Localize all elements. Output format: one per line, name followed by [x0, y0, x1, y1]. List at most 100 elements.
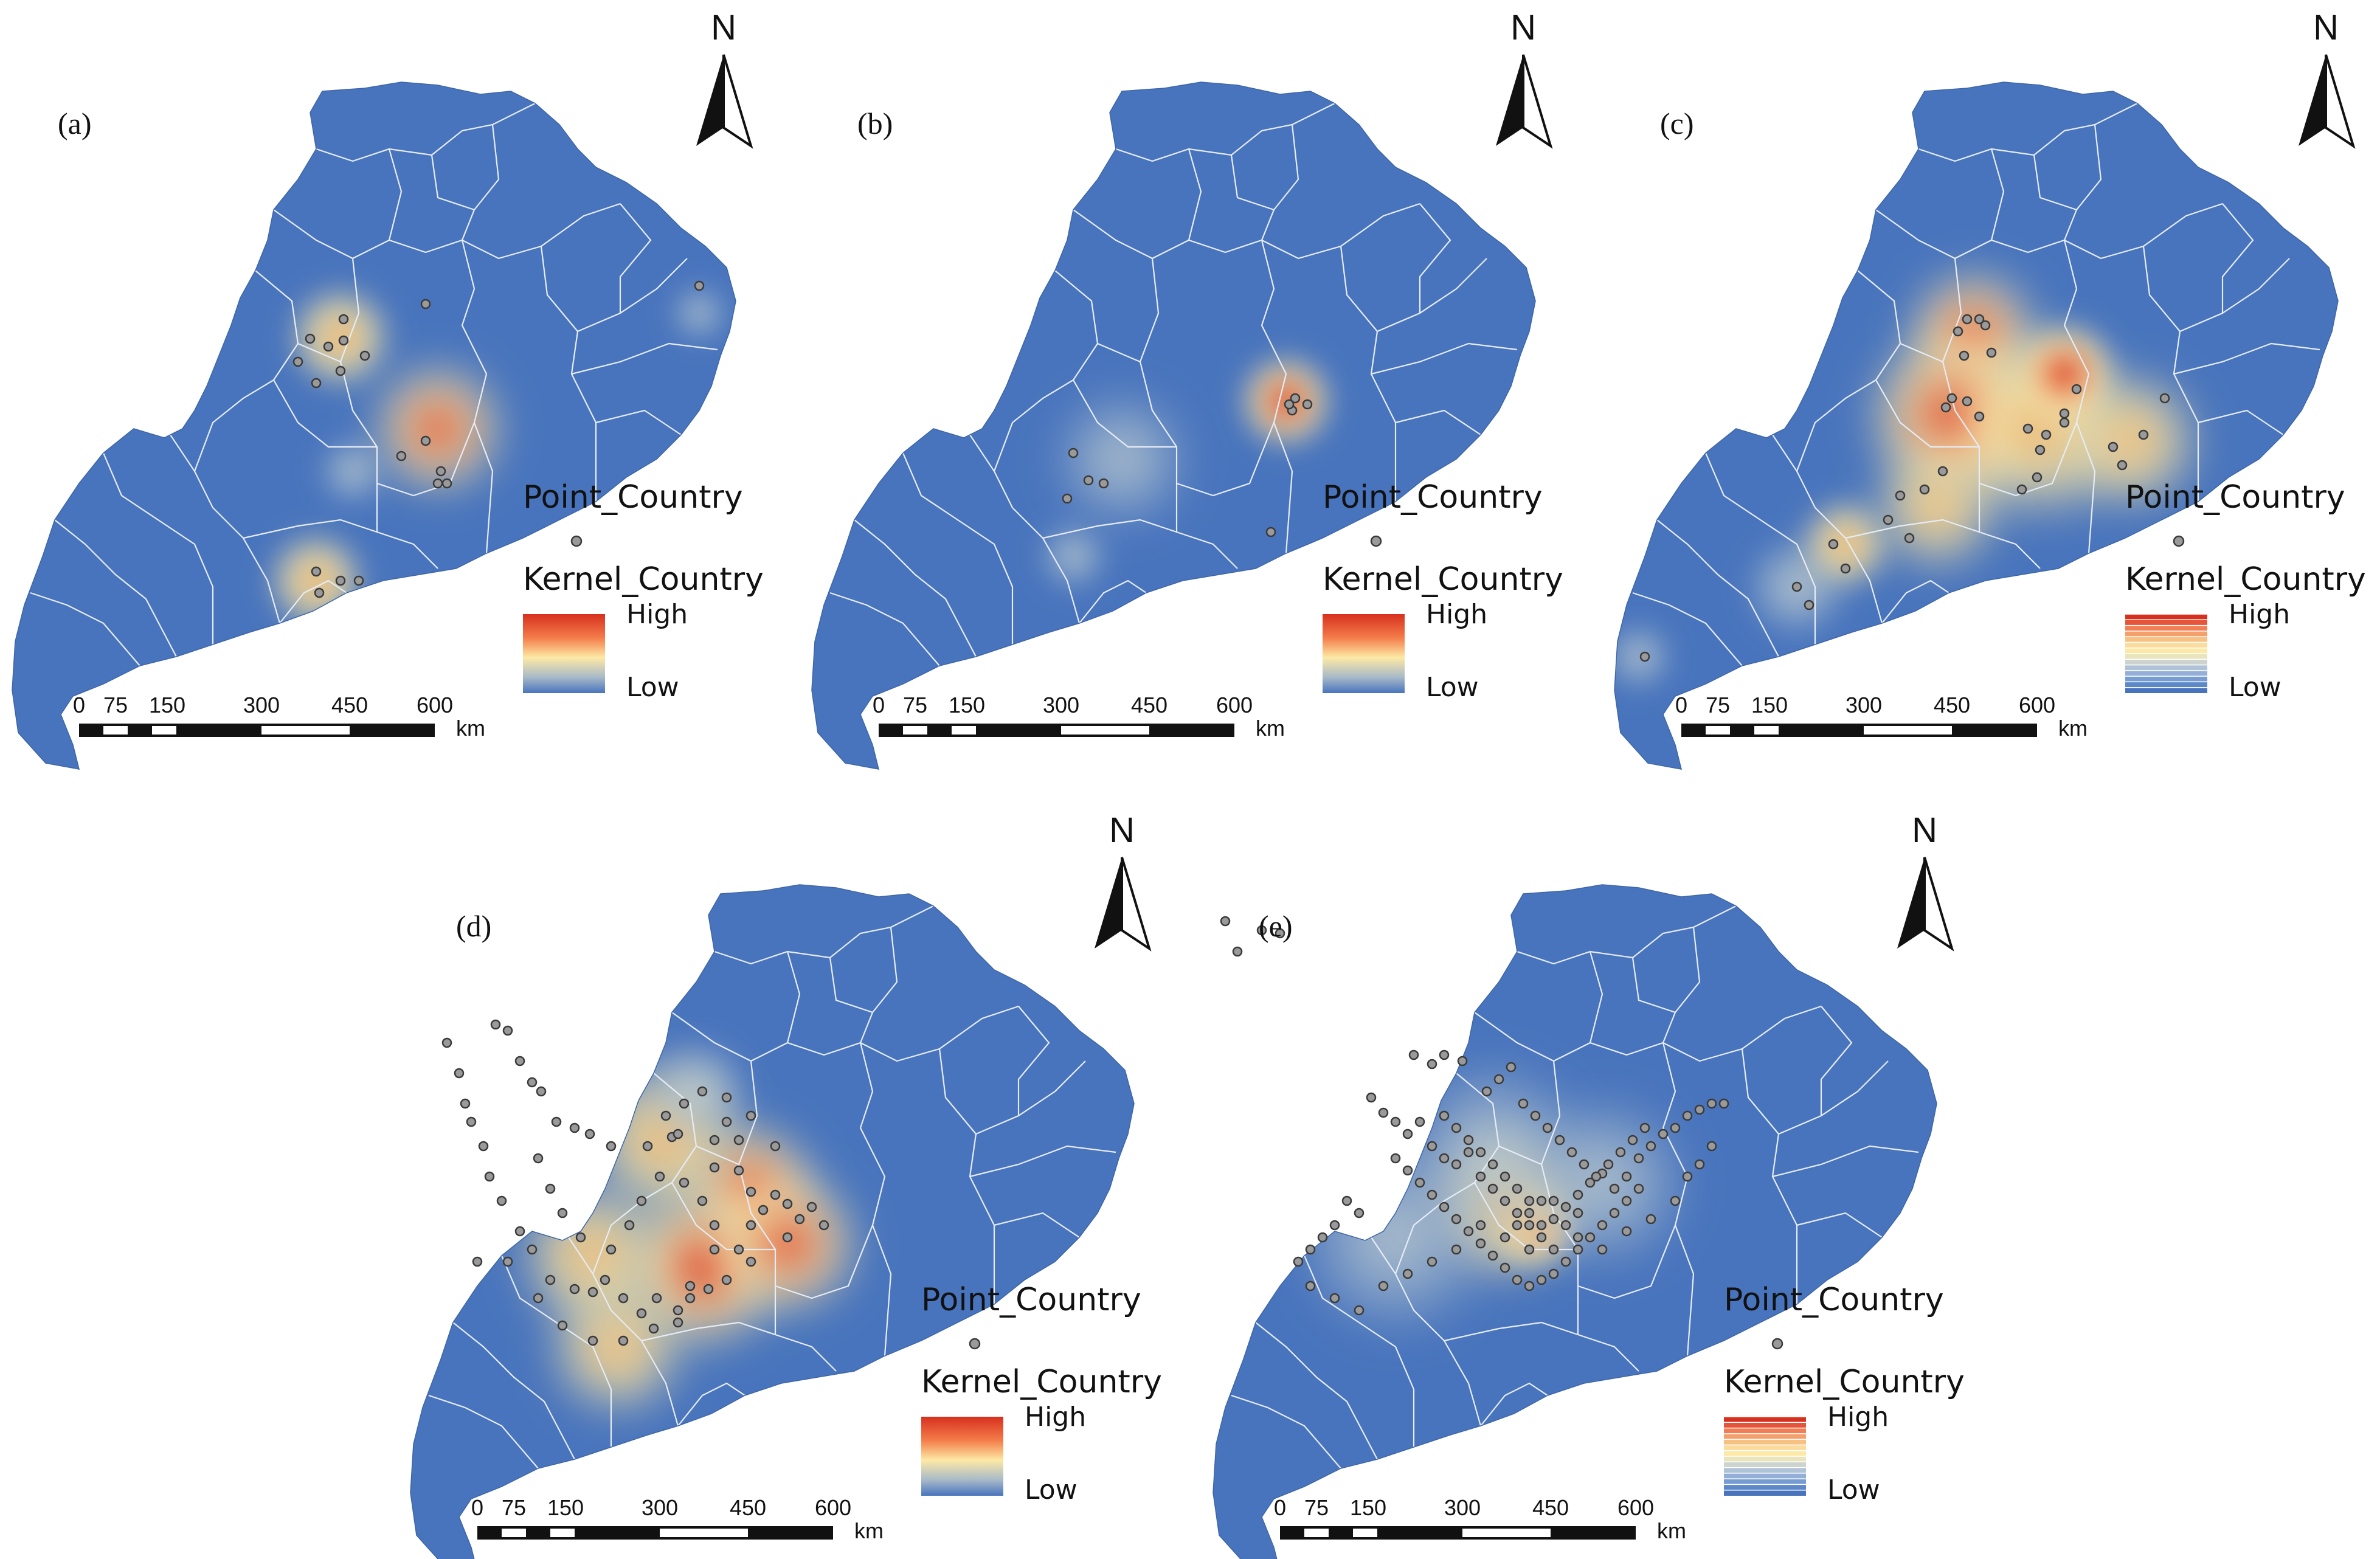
point-country-marker: [1542, 1122, 1553, 1133]
point-country-marker: [2138, 429, 2149, 440]
north-label: N: [2313, 8, 2339, 47]
point-country-marker: [575, 1232, 586, 1243]
point-country-marker: [673, 1317, 683, 1328]
density-hotspot: [669, 283, 730, 344]
point-country-marker: [557, 1208, 568, 1219]
point-country-marker: [1232, 946, 1243, 957]
point-country-marker: [1560, 1201, 1571, 1212]
point-country-marker: [323, 341, 334, 352]
point-country-marker: [733, 1165, 744, 1176]
point-country-marker: [1451, 1122, 1462, 1133]
point-country-marker: [2035, 444, 2046, 455]
point-country-marker: [490, 1019, 501, 1030]
scale-unit-label: km: [1657, 1518, 1686, 1543]
point-country-marker: [1670, 1195, 1681, 1206]
scale-tick-label: 0: [873, 693, 885, 717]
point-country-marker: [1524, 1220, 1535, 1231]
legend-point-title: Point_Country: [1724, 1282, 1944, 1318]
point-country-marker: [1937, 466, 1948, 477]
point-country-marker: [1904, 533, 1915, 544]
legend-low-label: Low: [626, 672, 679, 703]
point-country-marker: [1895, 490, 1906, 501]
point-country-marker: [1341, 1195, 1352, 1206]
point-country-marker: [1062, 493, 1073, 504]
point-country-marker: [1098, 478, 1109, 489]
legend-high-label: High: [1827, 1402, 1889, 1433]
point-country-marker: [533, 1293, 544, 1304]
scale-tick-label: 300: [642, 1495, 678, 1520]
point-country-marker: [1487, 1159, 1498, 1170]
scale-tick-label: 600: [815, 1495, 851, 1520]
point-country-marker: [758, 1205, 769, 1215]
density-hotspot: [1037, 520, 1110, 593]
scale-tick-label: 0: [73, 693, 85, 717]
point-country-marker: [703, 1284, 714, 1295]
point-country-marker: [1658, 1129, 1669, 1139]
point-country-marker: [818, 1220, 829, 1231]
scale-bar-segment: [1706, 726, 1730, 735]
point-country-marker: [1256, 925, 1267, 936]
point-country-marker: [1536, 1274, 1547, 1285]
point-country-marker: [587, 1335, 598, 1346]
point-country-marker: [1621, 1226, 1632, 1237]
point-country-marker: [2071, 384, 2082, 395]
scale-bar-segment: [748, 1529, 833, 1537]
point-country-marker: [1414, 1116, 1425, 1127]
point-country-marker: [1962, 314, 1973, 325]
legend-point-title: Point_Country: [523, 479, 743, 516]
point-country-marker: [1791, 581, 1802, 592]
point-country-marker: [1804, 600, 1814, 610]
legend-ramp-band: [2125, 676, 2207, 682]
point-country-marker: [1682, 1110, 1693, 1121]
scale-tick-label: 150: [149, 693, 185, 717]
point-country-marker: [660, 1110, 671, 1121]
scale-bar-segment: [502, 1529, 526, 1537]
point-country-marker: [1457, 1056, 1468, 1066]
density-hotspot: [265, 529, 368, 632]
point-country-marker: [1974, 411, 1985, 422]
point-country-marker: [1475, 1238, 1486, 1249]
point-country-marker: [1706, 1098, 1717, 1109]
legend-low-label: Low: [1426, 672, 1479, 703]
scale-tick-label: 75: [502, 1495, 526, 1520]
point-country-marker: [569, 1284, 580, 1295]
point-country-marker: [1670, 1122, 1681, 1133]
point-country-marker: [709, 1135, 720, 1146]
point-country-marker: [1302, 399, 1313, 410]
point-country-marker: [1463, 1135, 1474, 1146]
scale-bar-segment: [1329, 1529, 1353, 1537]
point-country-marker: [1572, 1189, 1583, 1200]
legend-low-label: Low: [1827, 1474, 1880, 1505]
point-country-marker: [1645, 1214, 1656, 1225]
point-country-marker: [636, 1308, 647, 1319]
point-country-marker: [1645, 1141, 1656, 1152]
point-country-marker: [551, 1116, 562, 1127]
scale-bar-segment: [1681, 726, 1706, 735]
point-country-marker: [1463, 1147, 1474, 1158]
point-country-marker: [396, 451, 407, 461]
legend-ramp-band: [1724, 1445, 1806, 1451]
density-hotspot: [544, 1274, 690, 1420]
scale-bar-segment: [1779, 726, 1864, 735]
point-country-marker: [606, 1244, 617, 1255]
point-country-marker: [1694, 1104, 1705, 1115]
legend-color-ramp: [523, 614, 605, 693]
point-country-marker: [353, 575, 364, 586]
point-country-marker: [2032, 472, 2043, 483]
legend-ramp-band: [2125, 614, 2207, 620]
point-country-marker: [745, 1256, 756, 1267]
scale-bar-segment: [176, 726, 261, 735]
scale-tick-label: 75: [103, 693, 128, 717]
point-country-marker: [1962, 396, 1973, 407]
point-country-marker: [1475, 1147, 1486, 1158]
point-country-marker: [1536, 1195, 1547, 1206]
point-country-marker: [2041, 429, 2052, 440]
point-country-marker: [1639, 651, 1650, 662]
point-country-marker: [1451, 1159, 1462, 1170]
north-label: N: [1109, 811, 1135, 850]
legend-ramp-band: [2125, 620, 2207, 626]
